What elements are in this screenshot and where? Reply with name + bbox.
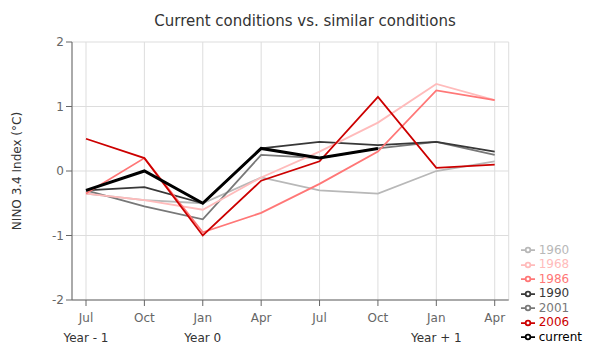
html-text:current: current bbox=[538, 329, 582, 344]
svg-text:Year - 1: Year - 1 bbox=[63, 331, 109, 345]
svg-text:Apr: Apr bbox=[251, 311, 272, 325]
html-text:1986: 1986 bbox=[538, 271, 570, 286]
svg-text:2: 2 bbox=[56, 35, 64, 49]
svg-text:Jul: Jul bbox=[311, 311, 326, 325]
svg-text:0: 0 bbox=[56, 164, 64, 178]
html-text:1960: 1960 bbox=[538, 242, 570, 257]
svg-text:1: 1 bbox=[56, 100, 64, 114]
html-text:1968: 1968 bbox=[538, 257, 570, 271]
svg-text:-1: -1 bbox=[52, 229, 64, 243]
svg-text:Jan: Jan bbox=[193, 311, 213, 325]
svg-text:-2: -2 bbox=[52, 293, 64, 307]
svg-text:Jul: Jul bbox=[78, 311, 93, 325]
svg-text:Year + 1: Year + 1 bbox=[410, 331, 462, 345]
html-text:2006: 2006 bbox=[538, 315, 570, 329]
html-text:1990: 1990 bbox=[538, 286, 570, 300]
svg-text:NINO 3.4 Index (°C): NINO 3.4 Index (°C) bbox=[10, 112, 24, 230]
html-text:2001: 2001 bbox=[538, 300, 570, 315]
svg-text:Jan: Jan bbox=[426, 311, 446, 325]
svg-text:Oct: Oct bbox=[368, 311, 389, 325]
svg-text:Apr: Apr bbox=[484, 311, 505, 325]
svg-text:Oct: Oct bbox=[134, 311, 155, 325]
html-text:Current conditions vs. similar: Current conditions vs. similar condition… bbox=[154, 12, 456, 30]
svg-text:Year 0: Year 0 bbox=[183, 331, 221, 345]
